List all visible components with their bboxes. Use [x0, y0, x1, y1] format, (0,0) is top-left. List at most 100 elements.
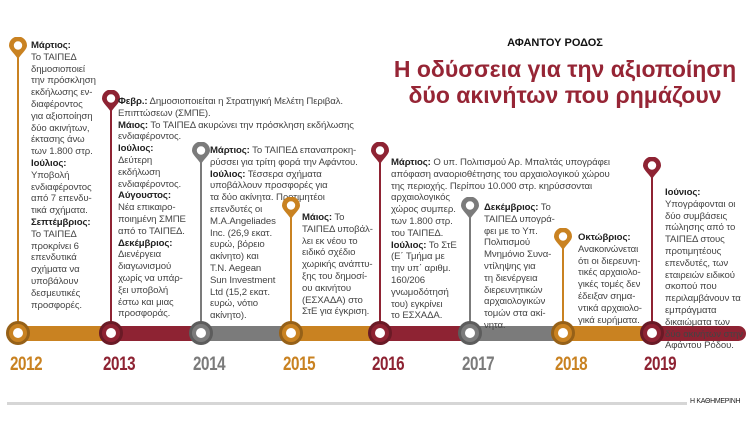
event-line: Αφάντου Ρόδου.: [665, 340, 743, 352]
event-text: Διενέργεια: [118, 249, 162, 261]
event-line: των 1.800 στρ.: [31, 146, 96, 158]
timeline-node: [6, 321, 30, 345]
event-text: αρχαιολογικών: [484, 296, 546, 308]
event-text: τικά σχήματα.: [31, 205, 88, 217]
event-text: 160/206: [391, 274, 425, 286]
event-text-2012: Μάρτιος: Το ΤΑΙΠΕΔ δημοσιοποιεί την πρόσκλη…: [31, 40, 96, 311]
event-line: σκοπού που: [665, 281, 743, 293]
event-line: δύο ακινήτων στην: [665, 329, 743, 341]
event-line: διαγωνισμού: [118, 261, 354, 273]
event-text-2017: Δεκέμβριος: Το ΤΑΙΠΕΔ υπογρά-φει με το Υπ…: [484, 202, 555, 332]
event-line: προκρίνει 6: [31, 241, 96, 253]
event-line: Το ΤΑΙΠΕΔ: [31, 52, 96, 64]
event-text: Ο υπ. Πολιτισμού Αρ. Μπαλτάς υπογράφει: [430, 157, 610, 168]
event-month: Ιούλιος:: [391, 239, 427, 251]
event-line: ακίνητο).: [210, 310, 358, 322]
event-line: Νέα επικαιρο-: [118, 202, 354, 214]
year-label: 2019: [644, 354, 677, 375]
event-text: χώρος συμπερ.: [391, 204, 456, 216]
event-text: Δημοσιοποιείται η Στρατηγική Μελέτη Περι…: [147, 96, 344, 107]
event-line: Δεύτερη: [118, 155, 354, 167]
event-line: ρύσσει για τρίτη φορά την Αφάντου.: [210, 157, 358, 169]
event-text: από 7 επενδυ-: [31, 193, 92, 205]
event-text: εκδήλωσης εν-: [31, 87, 93, 99]
event-text-2016: Μάρτιος: Ο υπ. Πολιτισμού Αρ. Μπαλτάς υπ…: [391, 157, 610, 322]
map-pin-icon: [371, 142, 389, 333]
event-line: ΤΑΙΠΕΔ υπογρά-: [484, 214, 555, 226]
event-text: ακίνητο) και: [210, 251, 259, 263]
event-line: Το ΤΑΙΠΕΔ: [31, 229, 96, 241]
event-line: Ιούλιος:: [118, 143, 354, 155]
event-text: τικές αρχαιολο-: [578, 267, 641, 279]
event-line: ΤΑΙΠΕΔ στους: [665, 234, 743, 246]
event-text: δύο ακινήτων,: [31, 122, 90, 134]
map-pin-icon: [282, 197, 300, 333]
event-line: Μάιος: Το ΤΑΙΠΕΔ ακυρώνει την πρόσκληση …: [118, 120, 354, 132]
event-line: Σεπτέμβριος:: [31, 217, 96, 229]
event-text: δημοσιοποιεί: [31, 63, 85, 75]
event-line: χωρίς να υπάρ-: [118, 273, 354, 285]
event-month: Φεβρ.:: [118, 96, 148, 107]
event-line: την υπ΄ αριθμ.: [391, 263, 610, 275]
event-text: ξει υποβολή: [118, 284, 169, 296]
event-text: εταιρειών ειδικού: [665, 269, 735, 281]
event-line: 160/206: [391, 275, 610, 287]
event-text: προκρίνει 6: [31, 240, 79, 252]
event-line: φει με το Υπ.: [484, 226, 555, 238]
event-text: διερευνητικών: [484, 284, 543, 296]
event-text: Αφάντου Ρόδου.: [665, 340, 734, 352]
event-line: αρχαιολογικών: [484, 296, 555, 308]
event-line: διαφέροντος: [31, 99, 96, 111]
event-line: Διενέργεια: [118, 249, 354, 261]
event-line: Οκτώβριος:: [578, 232, 642, 244]
event-text: ΣτΕ για έγκριση.: [302, 306, 370, 318]
event-line: Δεκέμβριος:: [118, 238, 354, 250]
timeline-bar-segment: [8, 326, 111, 341]
event-text: επενδυτικά: [31, 252, 77, 264]
event-text: Το: [538, 202, 551, 213]
event-line: ενδιαφέροντος: [31, 182, 96, 194]
event-line: ότι οι διερευνη-: [578, 256, 642, 268]
timeline-node: [458, 321, 482, 345]
event-text: T.N. Aegean: [210, 262, 262, 274]
event-text: (ΕΣΧΑΔΑ) στο: [302, 294, 363, 306]
event-text: Το: [332, 212, 345, 223]
event-text: Το ΤΑΙΠΕΔ: [31, 228, 77, 240]
year-label: 2017: [462, 354, 495, 375]
event-line: γνωμοδότησή: [391, 287, 610, 299]
event-line: υποβάλουν: [31, 276, 96, 288]
event-text: για αξιοποίηση: [31, 110, 93, 122]
event-line: Sun Investment: [210, 275, 358, 287]
event-line: ενδιαφέροντος.: [118, 179, 354, 191]
event-text: Υπογράφονται οι: [665, 198, 736, 210]
event-line: Μάρτιος: Ο υπ. Πολιτισμού Αρ. Μπαλτάς υπ…: [391, 157, 610, 169]
event-text: δεσμευτικές: [31, 287, 81, 299]
event-line: το ΕΣΧΑΔΑ.: [391, 310, 610, 322]
event-text: τα δύο ακίνητα. Προτιμητέοι: [210, 192, 325, 204]
event-line: επενδυτές, των: [665, 258, 743, 270]
event-text: προσφοράς.: [118, 308, 171, 320]
timeline-bar-segment: [563, 326, 652, 341]
event-month: Ιούνιος:: [665, 187, 701, 198]
event-text: υποβάλλουν προσφορές για: [210, 180, 328, 192]
event-text: πώλησης από το: [665, 222, 736, 234]
event-text: εμπράγματα: [665, 304, 717, 316]
event-line: Ιούλιος: Το ΣτΕ: [391, 240, 610, 252]
event-month: Σεπτέμβριος:: [31, 216, 91, 228]
event-text: φει με το Υπ.: [484, 225, 538, 237]
event-text: σχήματα να: [31, 264, 80, 276]
event-line: επενδυτές οι: [210, 204, 358, 216]
event-line: Αύγουστος:: [118, 190, 354, 202]
event-text: ξης του δημοσί-: [302, 270, 368, 282]
event-text: υποβάλουν: [31, 275, 79, 287]
event-line: σχήματα να: [31, 264, 96, 276]
timeline-node: [368, 321, 392, 345]
event-text: τη διενέργεια: [484, 272, 538, 284]
event-line: (ΕΣΧΑΔΑ) στο: [302, 295, 373, 307]
event-text: Πολιτισμού: [484, 237, 530, 249]
event-line: τικά σχήματα.: [31, 205, 96, 217]
event-line: προσφοράς.: [118, 308, 354, 320]
map-pin-icon: [9, 37, 27, 333]
event-text: ρύσσει για τρίτη φορά την Αφάντου.: [210, 156, 358, 168]
event-text: ευρώ, νότιο: [210, 298, 258, 310]
